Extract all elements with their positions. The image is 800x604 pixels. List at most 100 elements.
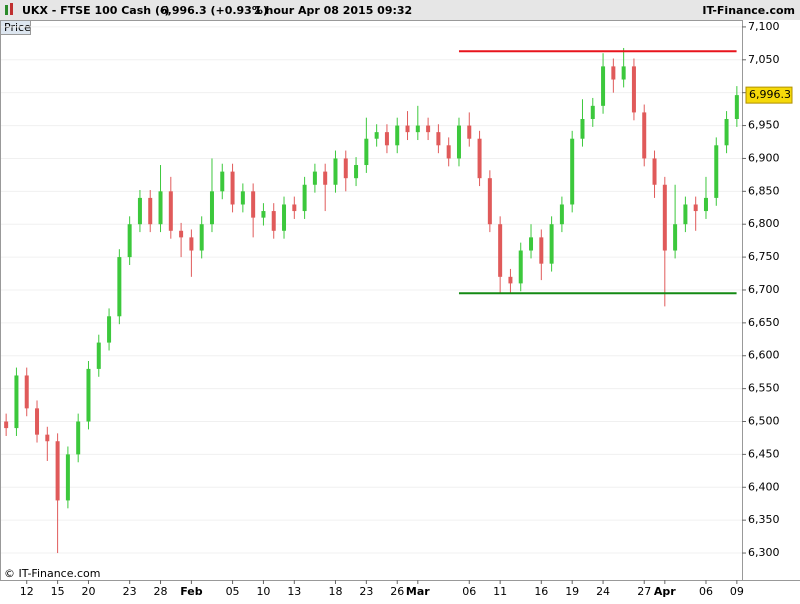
candle-body bbox=[14, 375, 19, 429]
candle-body bbox=[395, 125, 400, 146]
candle-body bbox=[4, 421, 9, 429]
y-tick-label: 6,300 bbox=[748, 546, 780, 559]
candle-body bbox=[240, 191, 245, 205]
y-tick-label: 6,350 bbox=[748, 513, 780, 526]
candle-body bbox=[261, 211, 266, 218]
x-tick-label: 23 bbox=[359, 585, 373, 598]
candle-body bbox=[107, 316, 112, 343]
candle-body bbox=[539, 237, 544, 264]
candle-body bbox=[436, 132, 441, 146]
candle-body bbox=[76, 421, 81, 455]
candle-body bbox=[302, 184, 307, 212]
candle-body bbox=[354, 165, 359, 179]
y-tick-label: 6,800 bbox=[748, 217, 780, 230]
candle-body bbox=[127, 224, 132, 258]
y-tick-label: 6,950 bbox=[748, 119, 780, 132]
y-tick-label: 6,600 bbox=[748, 349, 780, 362]
x-tick-label: 06 bbox=[462, 585, 476, 598]
brand: IT-Finance.com bbox=[702, 4, 795, 17]
candle-body bbox=[384, 132, 389, 146]
candle-body bbox=[529, 237, 534, 251]
candle-body bbox=[683, 204, 688, 225]
last-price-box bbox=[745, 86, 793, 104]
y-tick-label: 6,900 bbox=[748, 151, 780, 164]
candle-body bbox=[456, 125, 461, 159]
candle-body bbox=[580, 118, 585, 139]
candle-body bbox=[652, 158, 657, 185]
candle-body bbox=[611, 66, 616, 80]
candle-body bbox=[24, 375, 29, 409]
x-tick-label: 27 bbox=[637, 585, 651, 598]
candle-body bbox=[117, 257, 122, 317]
candle-body bbox=[292, 204, 297, 212]
candle-body bbox=[343, 158, 348, 179]
candle-body bbox=[374, 132, 379, 139]
price-tag bbox=[0, 20, 31, 35]
candle-body bbox=[621, 66, 626, 80]
candle-body bbox=[158, 191, 163, 225]
candle-body bbox=[673, 224, 678, 251]
x-tick-label: 12 bbox=[20, 585, 34, 598]
candle-body bbox=[148, 197, 153, 225]
candle-body bbox=[35, 408, 40, 435]
candle-body bbox=[323, 171, 328, 185]
series-label: Price bbox=[4, 21, 31, 34]
x-tick-label: 24 bbox=[596, 585, 610, 598]
plot-frame bbox=[0, 20, 743, 581]
candle-body bbox=[518, 250, 523, 284]
candle-body bbox=[220, 171, 225, 192]
x-tick-label: 13 bbox=[287, 585, 301, 598]
candle-body bbox=[251, 191, 256, 218]
y-tick-label: 6,650 bbox=[748, 316, 780, 329]
candle-body bbox=[405, 125, 410, 133]
candle-body bbox=[559, 204, 564, 225]
y-tick-label: 6,750 bbox=[748, 250, 780, 263]
x-tick-label: 23 bbox=[123, 585, 137, 598]
candle-body bbox=[230, 171, 235, 205]
candle-body bbox=[549, 224, 554, 264]
icon bbox=[5, 5, 8, 15]
candle-body bbox=[631, 66, 636, 113]
x-tick-label: 06 bbox=[699, 585, 713, 598]
candle-body bbox=[96, 342, 101, 369]
x-tick-label: 16 bbox=[534, 585, 548, 598]
y-tick-label: 6,700 bbox=[748, 283, 780, 296]
candle-body bbox=[333, 158, 338, 185]
y-tick-label: 6,400 bbox=[748, 480, 780, 493]
candle-body bbox=[714, 145, 719, 198]
x-tick-label: Apr bbox=[654, 585, 676, 598]
candle-body bbox=[199, 224, 204, 251]
y-tick-label: 7,100 bbox=[748, 20, 780, 33]
x-tick-label: Feb bbox=[180, 585, 203, 598]
x-tick-label: 20 bbox=[81, 585, 95, 598]
x-tick-label: 09 bbox=[730, 585, 744, 598]
y-tick-label: 6,450 bbox=[748, 447, 780, 460]
candle-body bbox=[189, 237, 194, 251]
candle-body bbox=[209, 191, 214, 225]
candle-body bbox=[364, 138, 369, 166]
candle-body bbox=[477, 138, 482, 179]
candle-body bbox=[86, 368, 91, 422]
candle-body bbox=[45, 434, 50, 442]
x-tick-label: Mar bbox=[406, 585, 430, 598]
candle-body bbox=[570, 138, 575, 205]
x-tick-label: 28 bbox=[154, 585, 168, 598]
period: 1 hour Apr 08 2015 09:32 bbox=[254, 4, 412, 17]
last-price-label: 6,996.3 bbox=[749, 88, 791, 101]
candle-body bbox=[271, 211, 276, 231]
icon bbox=[10, 3, 13, 15]
y-tick-label: 6,500 bbox=[748, 415, 780, 428]
y-tick-label: 6,550 bbox=[748, 382, 780, 395]
footer: © IT-Finance.com bbox=[4, 567, 101, 580]
candle-body bbox=[693, 204, 698, 212]
candle-body bbox=[282, 204, 287, 231]
x-tick-label: 19 bbox=[565, 585, 579, 598]
candle-body bbox=[662, 184, 667, 251]
candle-body bbox=[590, 105, 595, 119]
candle-body bbox=[508, 276, 513, 284]
quote: 6,996.3 (+0.93%) bbox=[160, 4, 268, 17]
candle-body bbox=[168, 191, 173, 231]
candle-body bbox=[65, 454, 70, 501]
candle-body bbox=[179, 230, 184, 238]
